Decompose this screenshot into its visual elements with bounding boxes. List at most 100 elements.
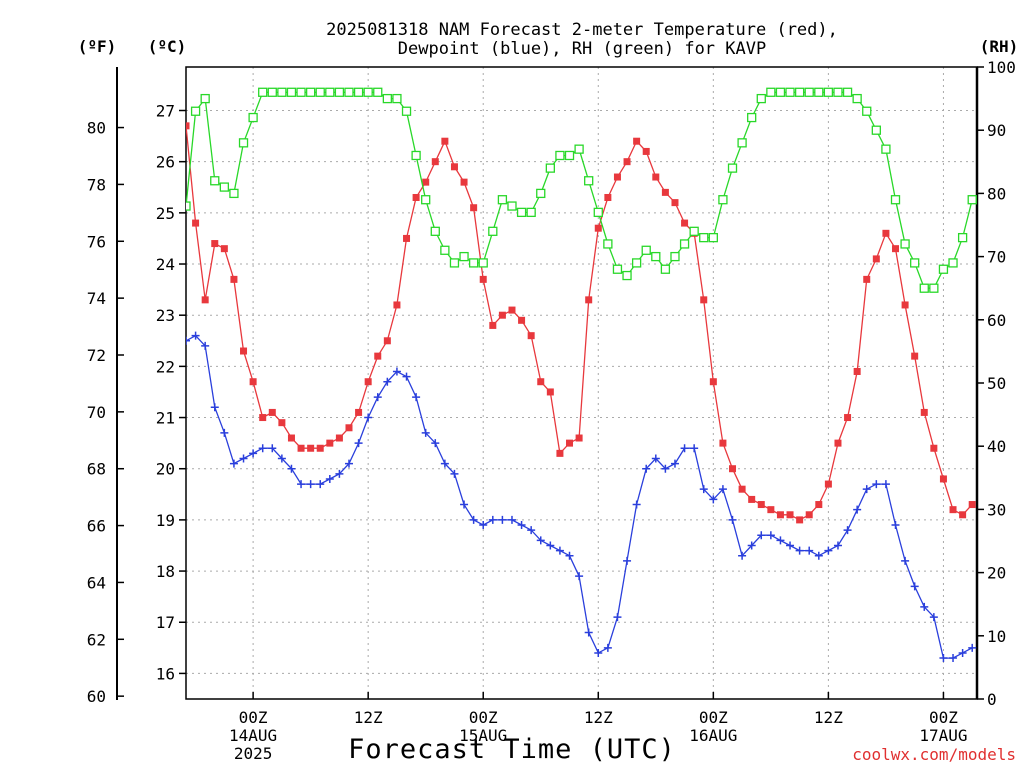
rh-point [852,93,862,104]
rh-point [747,112,757,123]
dewpoint-point [277,454,286,463]
rh-point [833,87,843,97]
temperature-point [796,516,804,524]
rh-point [603,239,613,249]
rh-point [190,106,201,116]
rh-point [459,251,469,262]
axes [116,66,984,700]
temperature-point [186,122,190,130]
temperature-point [613,173,621,181]
dewpoint-point [872,480,881,489]
temperature-point [508,306,516,314]
temperature-point [556,449,564,457]
temperature-point [767,506,775,514]
dewpoint-point [670,459,679,468]
dewpoint-point [910,582,919,591]
temperature-point [450,163,458,171]
temperature-point [585,296,593,304]
dewpoint-point [488,515,497,524]
dewpoint-point [364,413,373,422]
temperature-point [393,301,401,309]
rh-point [919,283,929,293]
dewpoint-point [584,628,593,637]
dewpoint-point [229,459,238,468]
temperature-point [259,414,267,422]
rh-point [842,87,853,97]
series-line-rh [186,91,973,289]
rh-tick-label: 50 [987,374,1006,393]
celsius-tick-label: 25 [156,204,175,223]
temperature-point [441,137,449,145]
fahrenheit-tick-label: 80 [87,119,106,138]
dewpoint-point [344,459,353,468]
temperature-point [566,439,574,447]
rh-point [785,87,795,97]
rh-tick-label: 30 [987,500,1006,519]
dewpoint-point [881,480,890,489]
dewpoint-point [316,480,325,489]
dewpoint-point [833,541,842,550]
fahrenheit-tick-label: 70 [87,403,106,422]
dewpoint-point [258,444,267,453]
dewpoint-point [210,403,219,412]
rh-tick-label: 70 [987,248,1006,267]
temperature-point [604,193,612,201]
rh-point [267,87,277,97]
dewpoint-point [268,444,277,453]
celsius-tick-label: 27 [156,101,175,120]
temperature-point [901,301,909,309]
tick-labels: 16 17 18 19 20 21 22 23 24 25 26 27 60 62 64 66 68 70 72 74… [87,58,1016,763]
rh-point [296,87,306,97]
dewpoint-point [555,546,564,555]
rh-point [612,264,623,274]
rh-tick-label: 80 [987,184,1006,203]
dewpoint-point [440,459,449,468]
temperature-point [844,414,852,422]
rh-point [248,112,258,123]
dewpoint-point [575,572,584,581]
dewpoint-point [929,613,938,622]
dewpoint-point [354,439,363,448]
temperature-point [882,229,890,237]
temperature-point [201,296,209,304]
rh-point [651,251,661,262]
rh-point [641,245,651,255]
temperature-point [326,439,334,447]
rh-point [238,138,249,148]
temperature-point [700,296,708,304]
temperature-point [537,378,545,386]
rh-point [449,258,460,268]
dewpoint-point [680,444,689,453]
dewpoint-point [738,551,747,560]
rh-point [186,201,191,211]
x-tick-label: 12Z [584,708,613,727]
temperature-point [335,434,343,442]
temperature-point [316,444,324,452]
x-tick-label: 2025 [234,744,273,763]
rh-point [708,232,718,243]
x-tick-label: 17AUG [919,726,967,745]
rh-tick-label: 60 [987,311,1006,330]
rh-point [516,207,527,218]
dewpoint-point [757,531,766,540]
series-temperature [186,122,976,524]
rh-point [660,264,671,274]
temperature-point [872,255,880,263]
rh-point [478,258,488,268]
rh-point [910,258,920,268]
celsius-tick-label: 24 [156,255,175,274]
dewpoint-point [460,500,469,509]
dewpoint-point [412,393,421,402]
rh-point [631,258,642,268]
temperature-point [815,501,823,509]
x-tick-label: 00Z [699,708,728,727]
x-axis-label: Forecast Time (UTC) [348,734,676,765]
rh-point [258,87,268,97]
temperature-point [498,311,506,319]
temperature-point [930,444,938,452]
temperature-point [489,321,497,329]
temperature-point [220,245,228,253]
celsius-tick-label: 22 [156,357,175,376]
rh-point [401,106,412,116]
rh-point [210,176,220,186]
